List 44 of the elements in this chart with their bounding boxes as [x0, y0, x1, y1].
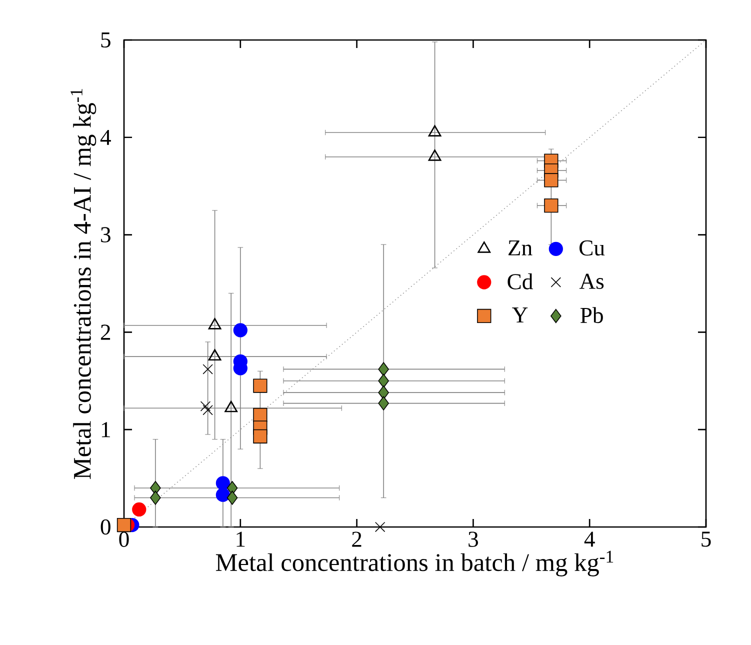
point [116, 518, 132, 532]
point [202, 404, 213, 416]
point [378, 374, 389, 388]
x-tick-label: 3 [468, 532, 478, 547]
point [374, 522, 386, 532]
legend-label: As [579, 274, 604, 289]
point [216, 476, 230, 490]
legend-label: Cu [580, 240, 605, 256]
point [202, 364, 213, 374]
point [428, 150, 442, 161]
point [428, 125, 442, 137]
point [378, 396, 389, 410]
point [226, 490, 238, 505]
y-axis-title: Metal concentrations in 4-AI / mg kg$^{-1}$ [70, 88, 96, 480]
point [132, 502, 146, 517]
y-tick-label: 1 [102, 422, 110, 438]
point [544, 173, 558, 188]
point [208, 349, 222, 361]
x-tick-label: 1 [236, 532, 245, 547]
y-tick-label: 2 [100, 324, 110, 340]
point [216, 488, 230, 502]
y-tick-label: 5 [101, 32, 110, 48]
point [150, 490, 161, 505]
x-tick-label: 0 [119, 532, 129, 547]
x-tick-label: 2 [352, 532, 362, 547]
point [253, 408, 268, 422]
x-tick-label: 4 [584, 532, 595, 547]
legend-label: Pb [580, 307, 603, 324]
legend-label: Zn [508, 240, 532, 256]
y-tick-label: 0 [100, 519, 110, 535]
point [253, 429, 268, 444]
x-axis-title: Metal concentrations in batch / mg kg$^{-1}$ [216, 550, 614, 576]
legend-label: Y [512, 308, 528, 322]
legend-label: Cd [508, 273, 533, 290]
y-tick-label: 3 [101, 227, 110, 242]
point [200, 401, 211, 412]
point [544, 198, 558, 213]
x-tick-label: 5 [702, 532, 711, 547]
y-tick-label: 4 [100, 130, 111, 145]
point [208, 318, 222, 330]
point [233, 323, 248, 338]
point [378, 362, 389, 376]
point [253, 378, 268, 393]
point [378, 386, 389, 400]
